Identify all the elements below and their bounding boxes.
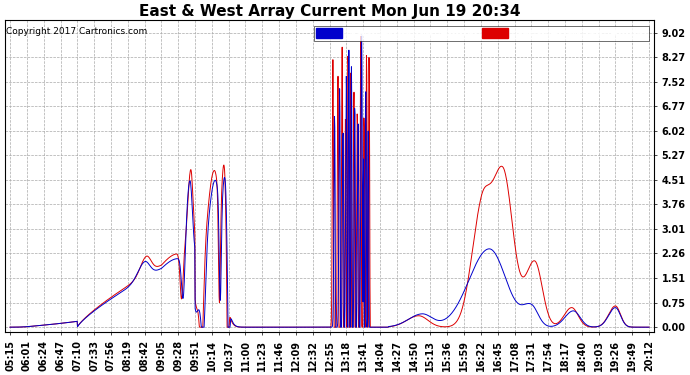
- Title: East & West Array Current Mon Jun 19 20:34: East & West Array Current Mon Jun 19 20:…: [139, 4, 520, 19]
- Text: Copyright 2017 Cartronics.com: Copyright 2017 Cartronics.com: [6, 27, 148, 36]
- Legend: East Array (DC Amps), West Array (DC Amps): East Array (DC Amps), West Array (DC Amp…: [314, 26, 649, 40]
